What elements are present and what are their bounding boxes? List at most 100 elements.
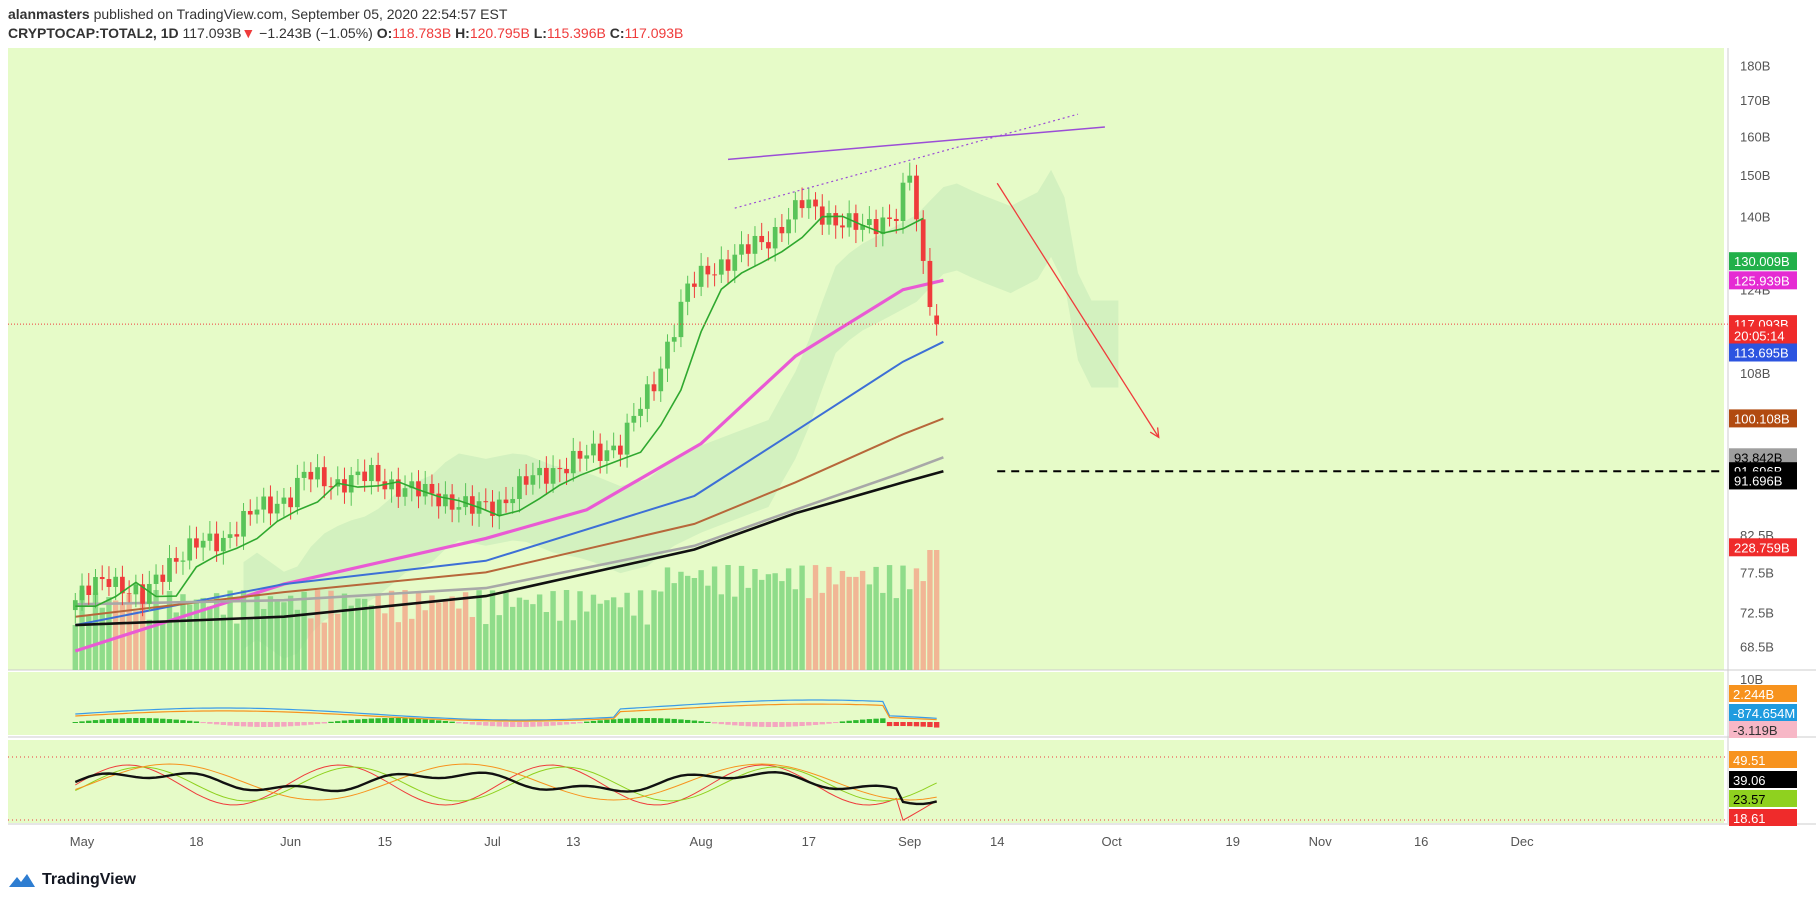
candle-body [99,577,105,580]
candle-body [692,283,697,287]
forecast-arrow[interactable] [996,182,1160,438]
candle-body [496,499,502,516]
macd-histogram-bar [200,722,206,724]
macd-histogram-bar [725,722,731,725]
candle-body [409,481,415,489]
candle-body [604,450,610,461]
volume-bar [429,595,435,670]
high-value: 120.795B [469,25,530,41]
macd-histogram-bar [483,722,489,726]
macd-histogram-bar [348,719,354,723]
volume-bar [597,603,603,670]
moving-average-line [74,278,944,653]
macd-histogram-bar [610,719,617,723]
chart-header: alanmasters published on TradingView.com… [0,0,1816,48]
publish-line: alanmasters published on TradingView.com… [8,6,507,22]
macd-tag-background [1729,685,1797,702]
macd-histogram-bar [846,720,852,723]
macd-histogram-bar [368,718,375,723]
candle-body [779,226,785,234]
resistance-trendline[interactable] [727,126,1105,161]
volume-bar [301,591,307,670]
candle-body [651,384,657,392]
candle-body [234,534,240,537]
volume-bar [745,587,751,670]
volume-bar [765,574,772,670]
rsi-line [74,770,937,806]
candle-body [678,301,684,338]
volume-bar [274,601,280,670]
candle-body [429,483,435,494]
candle-body [180,560,186,562]
x-axis-tick-label: Oct [1102,834,1123,849]
candle-body [739,244,744,255]
y-axis-tick-label: 77.5B [1740,565,1774,580]
candle-body [402,488,408,497]
candle-body [395,479,401,497]
macd-histogram-bar [516,722,523,727]
macd-histogram-bar [873,718,879,723]
author-name[interactable]: alanmasters [8,6,90,22]
macd-histogram-bar [826,722,832,724]
candle-body [422,483,428,497]
volume-bar [907,589,913,670]
x-axis-tick-label: Dec [1511,834,1535,849]
moving-average-line [75,469,944,627]
candle-body [133,584,139,595]
stoch-d-line [75,766,937,802]
dotted-trendline[interactable] [734,113,1079,209]
price-tag-label: 100.108B [1734,411,1790,426]
candle-body [362,471,368,482]
macd-histogram-bar [785,722,792,727]
volume-bar [449,596,455,670]
candle-body [644,384,650,409]
volume-bar [402,590,408,670]
high-label: H: [455,25,470,41]
macd-histogram-bar [321,722,327,724]
volume-bar [806,598,812,670]
macd-histogram-bar [227,722,233,726]
moving-average-line [75,340,944,627]
volume-bar [826,566,832,670]
stoch-tag-background [1729,809,1797,826]
volume-bar [341,593,348,670]
volume-bar [785,568,792,670]
macd-histogram-bar [664,718,671,723]
candle-body [389,479,394,490]
price-panel-background [8,48,1724,670]
volume-bar [173,612,179,670]
macd-tag-background [1729,721,1797,738]
candle-body [120,576,125,594]
volume-bar [886,565,893,670]
macd-histogram-bar [819,722,825,725]
candle-body [725,259,731,271]
macd-histogram-bar [119,718,126,723]
footer-brand[interactable]: TradingView [8,868,136,892]
moving-average-line [75,456,944,606]
candle-body [658,368,664,392]
candle-body [759,235,765,243]
macd-histogram-bar [254,722,260,727]
macd-histogram-bar [287,722,294,727]
volume-bar [846,576,852,670]
x-axis-tick-label: 13 [566,834,580,849]
macd-histogram-bar [382,718,388,723]
macd-histogram-bar [678,719,684,723]
macd-histogram-bar [207,722,213,724]
macd-histogram-bar [732,722,738,726]
macd-histogram-bar [409,718,415,723]
candle-body [618,445,623,455]
volume-bar [112,600,119,670]
candle-body [214,533,219,552]
stoch-k-line [75,764,937,821]
candle-body [591,443,596,456]
volume-bar [261,608,267,670]
macd-histogram-bar [859,719,866,723]
symbol-label[interactable]: CRYPTOCAP:TOTAL2, 1D [8,25,179,41]
volume-bar [725,565,731,670]
macd-histogram-bar [193,721,200,723]
macd-histogram-bar [893,722,899,727]
candle-body [167,558,172,582]
stoch-tag-background [1729,771,1797,788]
